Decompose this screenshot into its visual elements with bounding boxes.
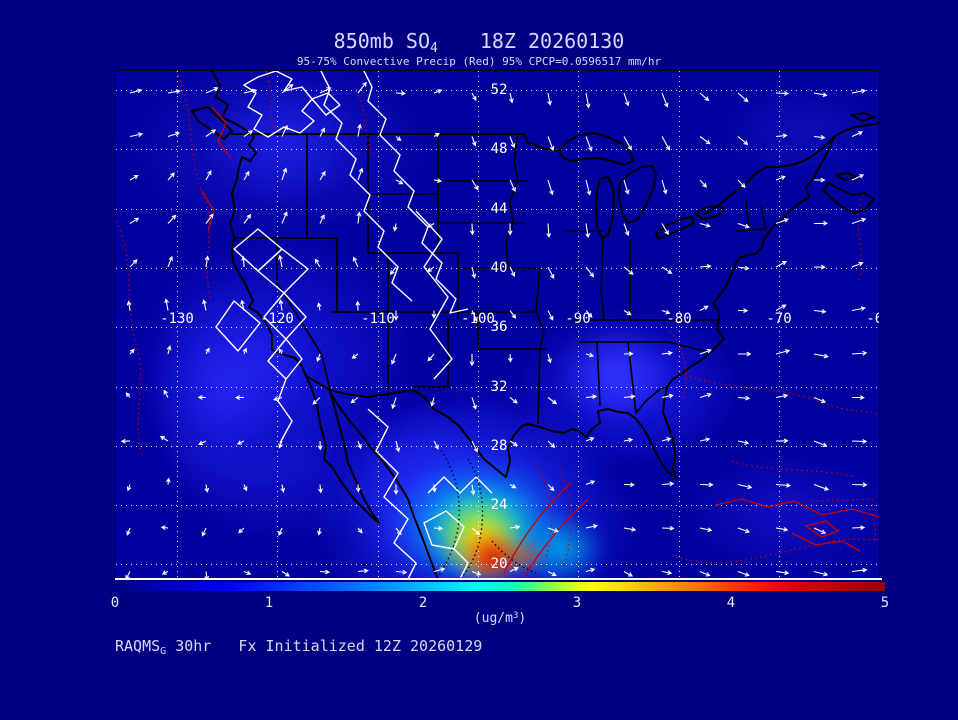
run-details: 30hr Fx Initialized 12Z 20260129	[166, 637, 483, 655]
white-contour-paths	[215, 71, 493, 579]
longitude-label: -130	[160, 311, 194, 327]
unit-exponent: 3	[512, 611, 519, 621]
model-name-subscript: G	[160, 646, 167, 657]
so4-field-region	[706, 76, 879, 186]
longitude-label: -60	[866, 311, 879, 327]
colorbar-tick: 5	[880, 595, 890, 611]
latitude-label: 44	[490, 201, 508, 217]
colorbar-tick: 4	[726, 595, 736, 611]
latitude-gridline	[116, 149, 879, 150]
graticule-label-layer: 52 48 44 40 36 32 28 24 20 -130 -120 -110 -100 -90 -80…	[116, 71, 879, 579]
latitude-gridline	[116, 564, 879, 565]
latitude-gridline	[116, 209, 879, 210]
title-variable-subscript: 4	[430, 41, 438, 56]
latitude-label: 36	[490, 319, 508, 335]
longitude-gridline	[679, 71, 680, 579]
red-precip-contour-paths	[201, 106, 879, 578]
longitude-label: -80	[666, 311, 692, 327]
longitude-label: -120	[260, 311, 294, 327]
latitude-label: 48	[490, 141, 508, 157]
so4-field-region	[206, 81, 366, 201]
latitude-label: 28	[490, 438, 508, 454]
latitude-label: 32	[490, 379, 508, 395]
latitude-gridline	[116, 446, 879, 447]
longitude-label: -70	[766, 311, 792, 327]
red-dotted-contour-paths	[116, 71, 879, 568]
latitude-label: 40	[490, 260, 508, 276]
colorbar-tick: 3	[572, 595, 582, 611]
colorbar-gradient	[115, 582, 885, 591]
latitude-label: 24	[490, 497, 508, 513]
longitude-label: -90	[565, 311, 591, 327]
longitude-gridline	[879, 71, 880, 579]
latitude-gridline	[116, 387, 879, 388]
plot-subtitle: 95-75% Convective Precip (Red) 95% CPCP=…	[296, 55, 662, 68]
wind-arrows	[120, 81, 868, 579]
longitude-gridline	[578, 71, 579, 579]
latitude-label: 52	[490, 82, 508, 98]
latitude-gridline	[116, 505, 879, 506]
model-name: RAQMS	[115, 637, 161, 655]
latitude-label: 20	[490, 556, 508, 572]
longitude-label: -110	[361, 311, 395, 327]
longitude-gridline	[378, 71, 379, 579]
unit-suffix: )	[518, 611, 527, 626]
model-run-info: RAQMSG 30hr Fx Initialized 12Z 20260129	[115, 637, 482, 657]
black-dotted-contour-paths	[437, 446, 537, 579]
unit-prefix: (ug/m	[473, 611, 513, 626]
wind-vector-layer	[120, 81, 868, 579]
title-variable: 850mb SO	[333, 29, 430, 53]
longitude-gridline	[779, 71, 780, 579]
longitude-label: -100	[461, 311, 495, 327]
latitude-gridline	[116, 327, 879, 328]
title-valid-time: 18Z 20260130	[479, 29, 625, 53]
so4-field-region	[671, 446, 879, 579]
colorbar-tick: 1	[264, 595, 274, 611]
colorbar-tick: 0	[110, 595, 120, 611]
plot-title: 850mb SO4 18Z 20260130	[0, 29, 958, 56]
longitude-gridline	[177, 71, 178, 579]
colorbar-top-line	[115, 578, 882, 580]
latitude-gridline	[116, 90, 879, 91]
colorbar-unit-label: (ug/m3)	[115, 611, 885, 626]
map-panel: 52 48 44 40 36 32 28 24 20 -130 -120 -110 -100 -90 -80…	[115, 70, 880, 580]
colorbar-tick-labels: 0 1 2 3 4 5	[111, 595, 889, 611]
longitude-gridline	[277, 71, 278, 579]
colorbar-tick: 2	[418, 595, 428, 611]
